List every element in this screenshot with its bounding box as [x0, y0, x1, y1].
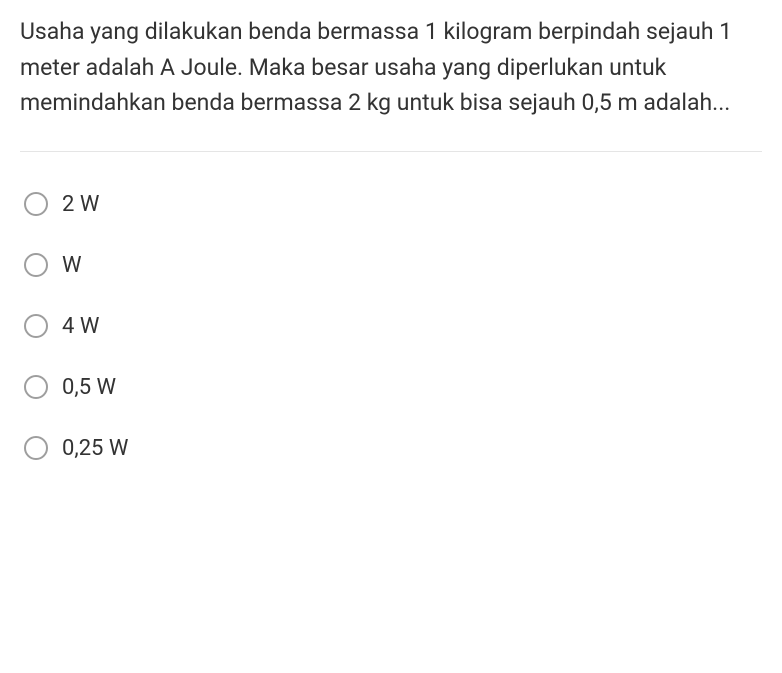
option-1[interactable]: W [24, 253, 762, 278]
option-3[interactable]: 0,5 W [24, 375, 762, 400]
question-text: Usaha yang dilakukan benda bermassa 1 ki… [20, 14, 762, 121]
option-label: 4 W [62, 314, 99, 339]
radio-icon [24, 192, 48, 216]
divider [20, 151, 762, 152]
radio-icon [24, 436, 48, 460]
radio-icon [24, 375, 48, 399]
option-0[interactable]: 2 W [24, 192, 762, 217]
option-label: W [62, 253, 82, 278]
option-label: 2 W [62, 192, 99, 217]
option-4[interactable]: 0,25 W [24, 436, 762, 461]
options-list: 2 W W 4 W 0,5 W 0,25 W [20, 192, 762, 461]
option-label: 0,25 W [62, 436, 128, 461]
radio-icon [24, 314, 48, 338]
option-label: 0,5 W [62, 375, 116, 400]
option-2[interactable]: 4 W [24, 314, 762, 339]
radio-icon [24, 253, 48, 277]
